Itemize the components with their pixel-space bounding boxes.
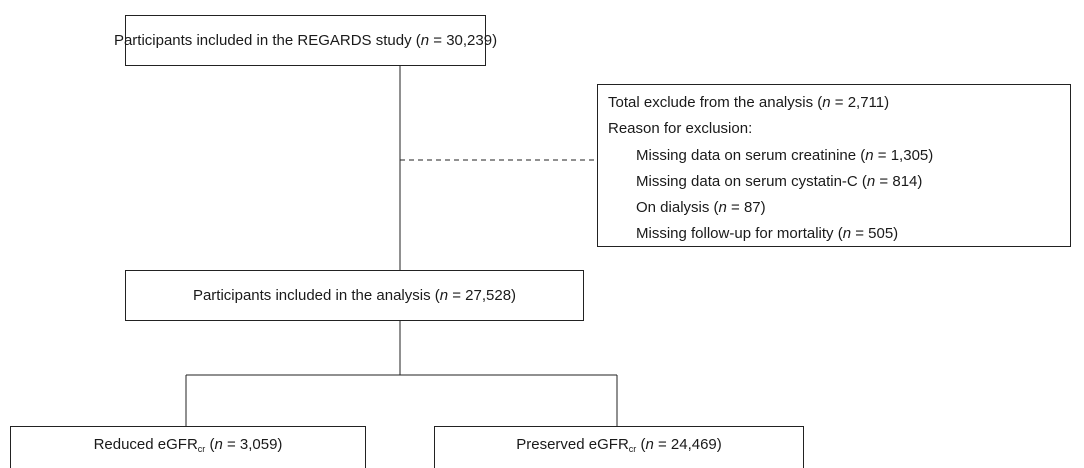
text: = 814): [875, 172, 923, 190]
text: (: [636, 436, 646, 453]
text: On dialysis (: [636, 199, 719, 217]
node-box: Participants included in the REGARDS stu…: [114, 15, 497, 66]
text: = 505): [851, 225, 899, 243]
exclusion-line: On dialysis (n = 87): [608, 195, 1070, 221]
exclusion-box: Total exclude from the analysis (n = 2,7…: [597, 84, 1071, 247]
subscript: cr: [197, 444, 206, 454]
text: n: [866, 172, 876, 190]
node-text: Participants included in the REGARDS stu…: [114, 32, 497, 49]
text: Missing data on serum creatinine (: [636, 146, 866, 164]
text: Participants included in the REGARDS stu…: [113, 32, 421, 49]
text: n: [865, 146, 874, 164]
text: n: [420, 32, 430, 49]
text: n: [718, 199, 727, 217]
text: = 30,239): [429, 32, 498, 49]
text: = 24,469): [653, 436, 722, 453]
node-text: Preserved eGFRcr (n = 24,469): [516, 436, 722, 454]
node-box: Participants included in the analysis (n…: [125, 270, 584, 321]
text: n: [842, 225, 852, 243]
node-box: Preserved eGFRcr (n = 24,469): [434, 426, 804, 468]
exclusion-line: Missing follow-up for mortality (n = 505…: [608, 221, 1070, 247]
text: Missing follow-up for mortality (: [636, 225, 843, 243]
text: Reduced eGFR: [93, 436, 198, 453]
node-text: Reduced eGFRcr (n = 3,059): [93, 436, 283, 454]
text: = 87): [726, 199, 766, 217]
text: = 2,711): [830, 94, 890, 111]
node-text: Participants included in the analysis (n…: [193, 287, 516, 304]
node-box: Reduced eGFRcr (n = 3,059): [10, 426, 366, 468]
exclusion-line: Total exclude from the analysis (n = 2,7…: [608, 90, 1070, 116]
text: n: [439, 287, 449, 304]
text: Missing data on serum cystatin-C (: [636, 172, 867, 190]
text: = 27,528): [448, 287, 517, 304]
text: (: [205, 436, 215, 453]
text: Participants included in the analysis (: [192, 287, 440, 304]
text: Preserved eGFR: [516, 436, 629, 453]
text: Reason for exclusion:: [608, 120, 753, 138]
exclusion-line: Missing data on serum cystatin-C (n = 81…: [608, 169, 1070, 195]
text: n: [214, 436, 223, 453]
subscript: cr: [628, 444, 637, 454]
exclusion-line: Missing data on serum creatinine (n = 1,…: [608, 143, 1070, 169]
text: n: [822, 94, 831, 111]
text: = 3,059): [222, 436, 283, 453]
text: Total exclude from the analysis (: [608, 94, 823, 111]
text: n: [645, 436, 654, 453]
text: = 1,305): [873, 146, 934, 164]
exclusion-line: Reason for exclusion:: [608, 116, 1070, 142]
